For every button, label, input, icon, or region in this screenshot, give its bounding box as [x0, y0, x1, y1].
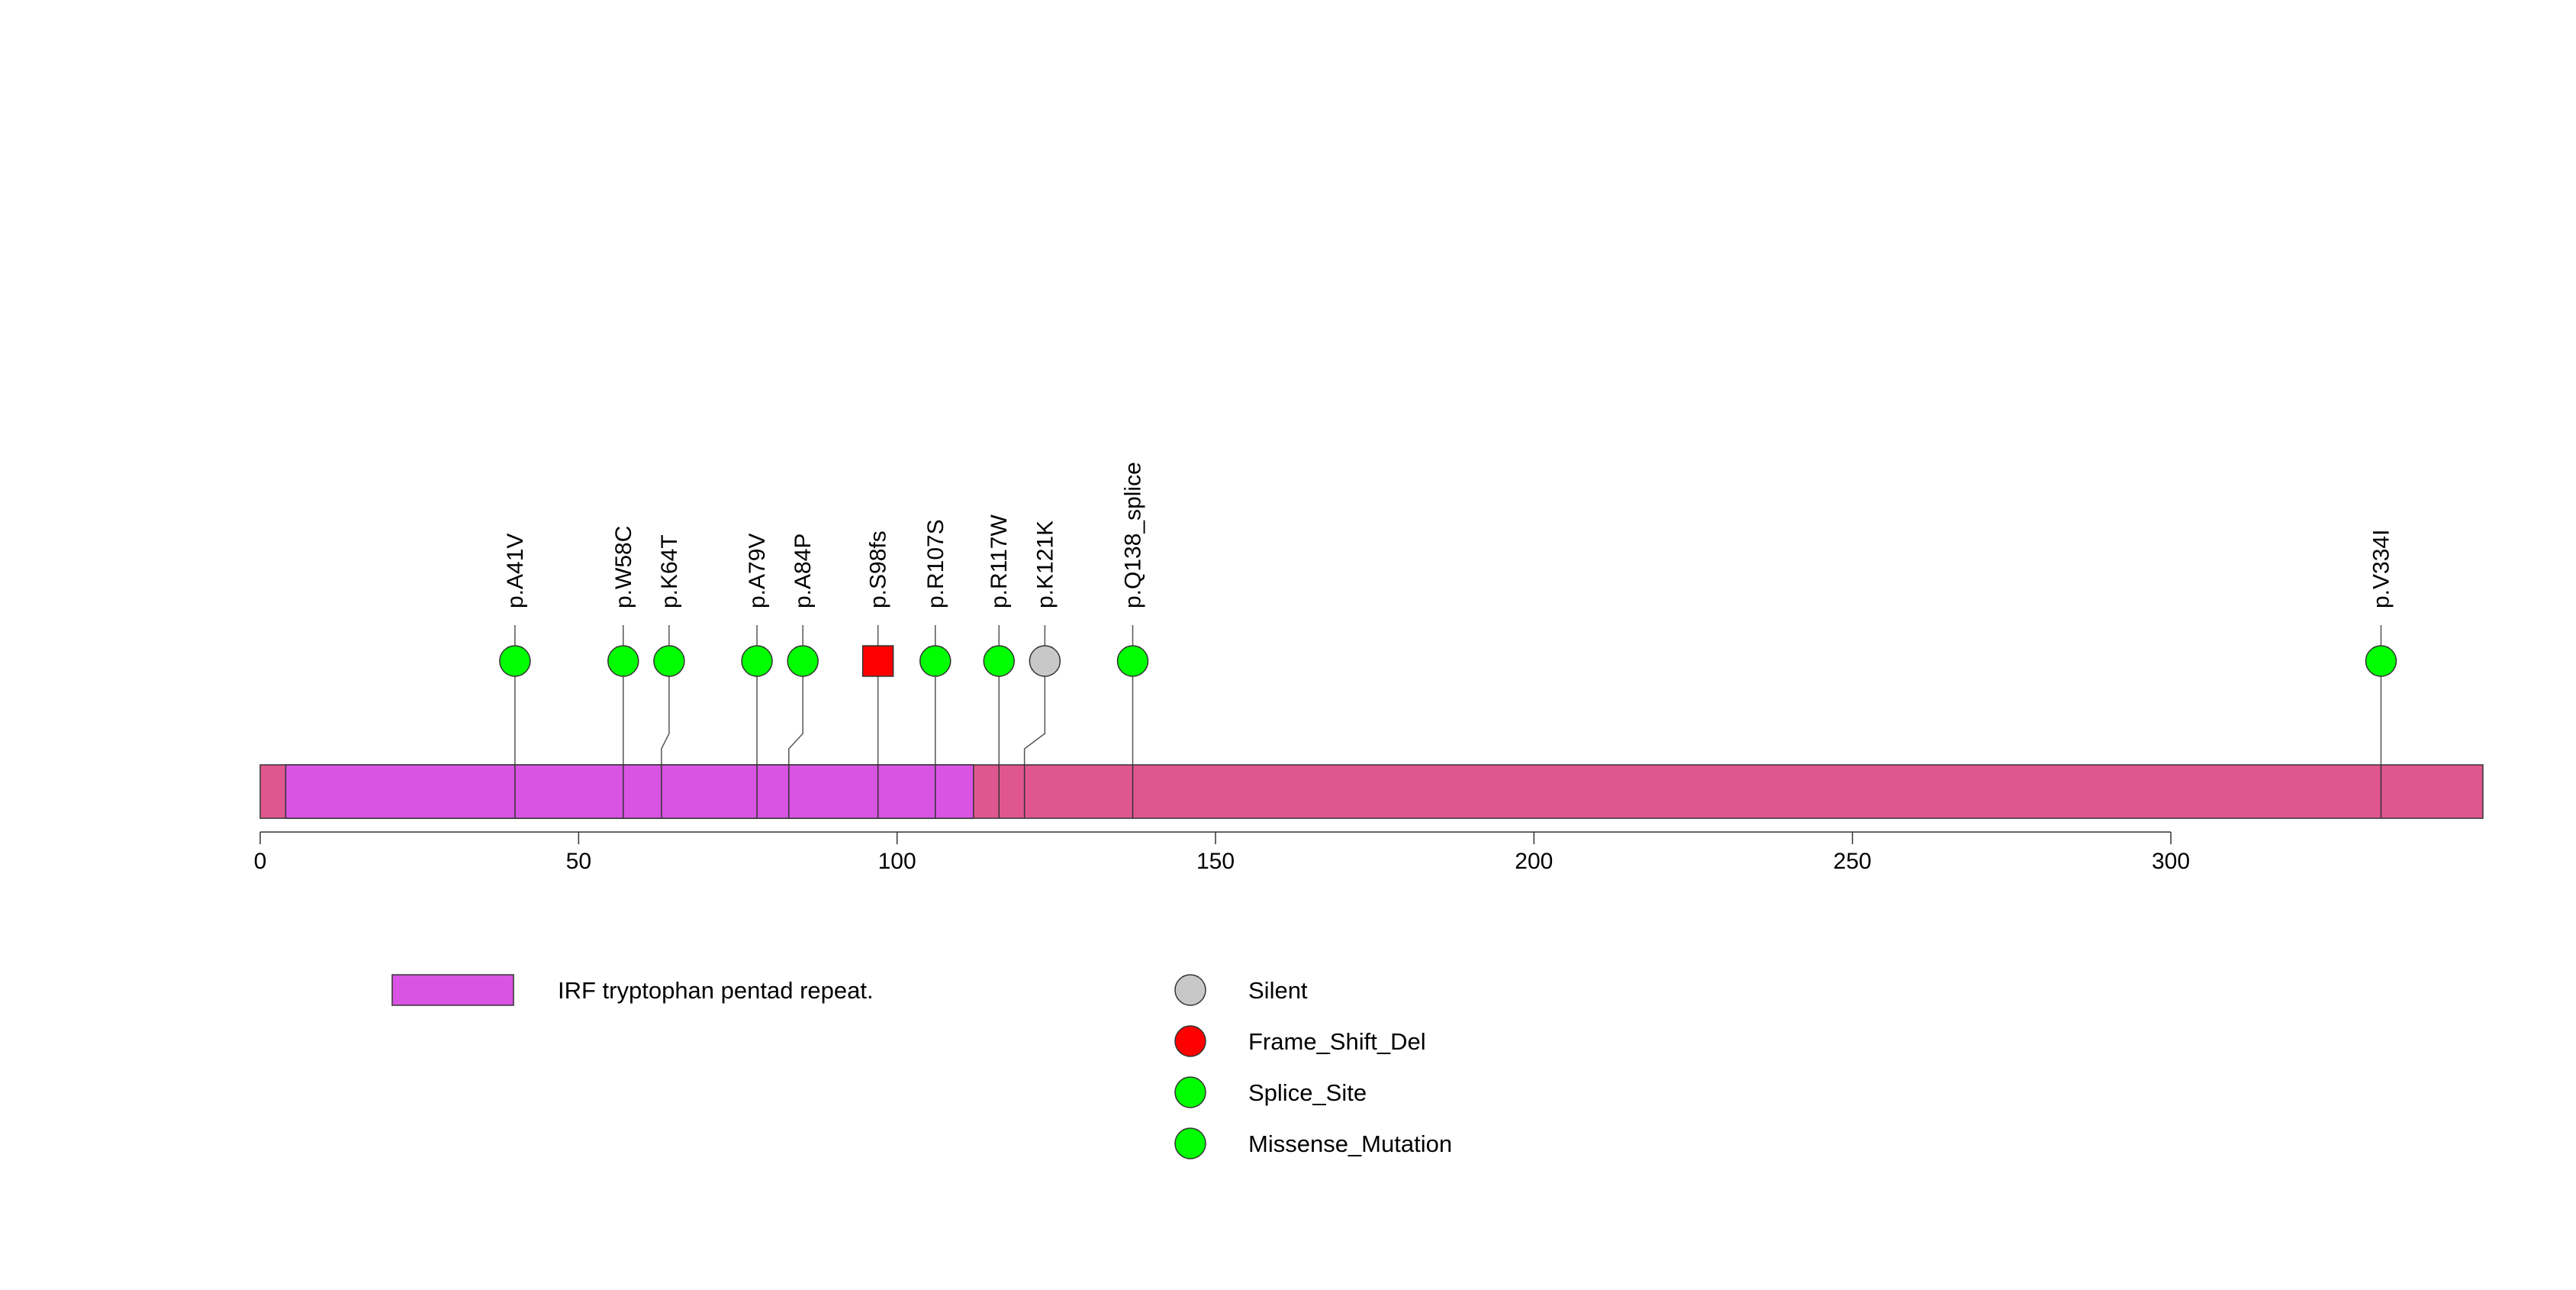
- mutation-stem: [788, 661, 803, 765]
- mutation-marker-p-a41v: [499, 645, 531, 677]
- legend-type-label: Silent: [1248, 977, 1308, 1004]
- mutation-marker-p-s98fs: [861, 645, 894, 677]
- mutation-labels: p.A41V p.W58C p.K64T p.A79V p.A84P p.S98fs p.R…: [503, 462, 2394, 608]
- mutation-marker-p-a79v: [741, 645, 773, 677]
- x-axis-tick-label: 50: [566, 849, 591, 874]
- mutation-marker-p-q138-splice: [1116, 645, 1149, 677]
- mutation-marker-p-k121k: [1029, 645, 1061, 677]
- mutation-marker-p-a84p: [787, 645, 819, 677]
- mutation-label-p-s98fs: p.S98fs: [866, 531, 891, 608]
- mutation-label-p-q138-splice: p.Q138_splice: [1120, 462, 1145, 608]
- legend-domain-swatch: [391, 974, 514, 1006]
- legend-type-swatch: [1174, 1025, 1206, 1057]
- mutation-label-p-r107s: p.R107S: [923, 519, 948, 608]
- mutation-label-p-k64t: p.K64T: [657, 534, 682, 608]
- domain-legend: IRF tryptophan pentad repeat.: [391, 974, 874, 1006]
- mutation-marker-p-r117w: [983, 645, 1015, 677]
- legend-type-swatch: [1174, 1127, 1206, 1159]
- mutation-marker-p-w58c: [607, 645, 639, 677]
- legend-type-swatch: [1174, 1076, 1206, 1108]
- mutation-label-p-v334i: p.V334I: [2368, 530, 2394, 608]
- mutation-label-p-r117w: p.R117W: [987, 514, 1012, 608]
- x-axis-tick-label: 200: [1515, 849, 1553, 874]
- legend-domain-label: IRF tryptophan pentad repeat.: [558, 977, 874, 1004]
- x-axis-tick-label: 0: [254, 849, 267, 874]
- mutation-label-p-k121k: p.K121K: [1032, 521, 1058, 608]
- mutation-marker-p-k64t: [653, 645, 685, 677]
- mutation-markers: [499, 645, 2397, 677]
- legend-type-swatch: [1174, 974, 1206, 1006]
- mutation-position-lines: [514, 765, 2382, 818]
- legend-type-label: Missense_Mutation: [1248, 1130, 1452, 1157]
- x-axis: 0 50 100 150 200 250 300: [254, 831, 2190, 874]
- x-axis-tick-label: 100: [878, 849, 916, 874]
- mutation-marker-p-r107s: [919, 645, 952, 677]
- x-axis-tick-label: 250: [1834, 849, 1872, 874]
- mutation-marker-p-v334i: [2365, 645, 2397, 677]
- mutation-label-p-w58c: p.W58C: [611, 526, 636, 608]
- mutation-label-p-a41v: p.A41V: [503, 534, 528, 608]
- mutation-stem: [1023, 661, 1046, 765]
- x-axis-tick-label: 150: [1196, 849, 1235, 874]
- domain-layer: [285, 764, 974, 819]
- domain-irf-tryptophan-pentad-repeat: [285, 764, 974, 819]
- mutation-type-legend: Silent Frame_Shift_Del Splice_Site Missense…: [1174, 974, 1452, 1159]
- mutation-stem: [661, 661, 670, 765]
- mutation-label-p-a84p: p.A84P: [791, 534, 816, 608]
- x-axis-tick-label: 300: [2152, 849, 2190, 874]
- mutation-stems: [514, 625, 2382, 765]
- legend-type-label: Frame_Shift_Del: [1248, 1028, 1426, 1055]
- mutation-label-p-a79v: p.A79V: [745, 534, 770, 608]
- legend-type-label: Splice_Site: [1248, 1079, 1367, 1106]
